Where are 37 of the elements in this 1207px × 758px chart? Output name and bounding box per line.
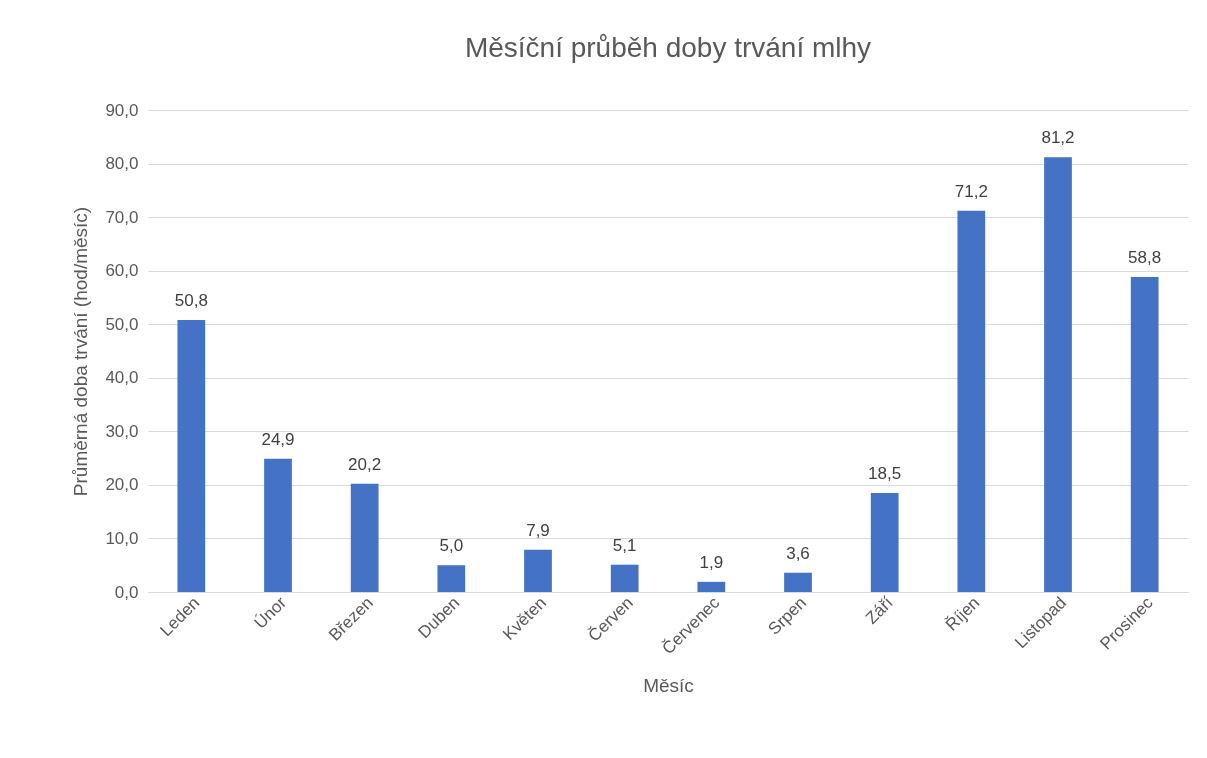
- y-tick-label: 80,0: [105, 154, 139, 174]
- y-tick-label: 0,0: [114, 582, 139, 602]
- bar: [177, 319, 206, 592]
- data-label: 50,8: [174, 290, 208, 310]
- bar: [1044, 157, 1072, 592]
- y-tick-label: 90,0: [105, 100, 139, 120]
- y-tick-label: 60,0: [105, 261, 139, 281]
- bar: [264, 458, 292, 592]
- bar: [610, 564, 639, 592]
- data-label: 18,5: [868, 463, 902, 483]
- bar: [870, 492, 899, 592]
- bar: [784, 572, 812, 592]
- bar: [1130, 277, 1159, 592]
- bar: [957, 210, 986, 592]
- data-label: 5,1: [612, 535, 637, 555]
- chart-title: Měsíční průběh doby trvání mlhy: [464, 32, 872, 63]
- bar: [524, 549, 552, 592]
- data-label: 5,0: [439, 536, 464, 556]
- y-tick-label: 70,0: [105, 207, 139, 227]
- y-tick-label: 40,0: [105, 368, 139, 388]
- y-tick-label: 20,0: [105, 475, 139, 495]
- bar: [697, 581, 726, 592]
- data-label: 7,9: [526, 520, 550, 540]
- data-label: 3,6: [786, 543, 810, 563]
- y-tick-label: 30,0: [105, 421, 139, 441]
- bar: [350, 483, 379, 592]
- bar: [437, 565, 466, 592]
- y-tick-label: 50,0: [105, 314, 139, 334]
- data-label: 71,2: [954, 181, 988, 201]
- data-label: 1,9: [699, 552, 724, 572]
- data-label: 20,2: [348, 454, 382, 474]
- data-label: 81,2: [1041, 128, 1075, 148]
- data-label: 24,9: [261, 429, 295, 449]
- y-axis-title: Průměrná doba trvání (hod/měsíc): [70, 206, 92, 497]
- y-tick-label: 10,0: [105, 528, 139, 548]
- x-axis-title: Měsíc: [643, 675, 694, 697]
- data-label: 58,8: [1128, 248, 1162, 268]
